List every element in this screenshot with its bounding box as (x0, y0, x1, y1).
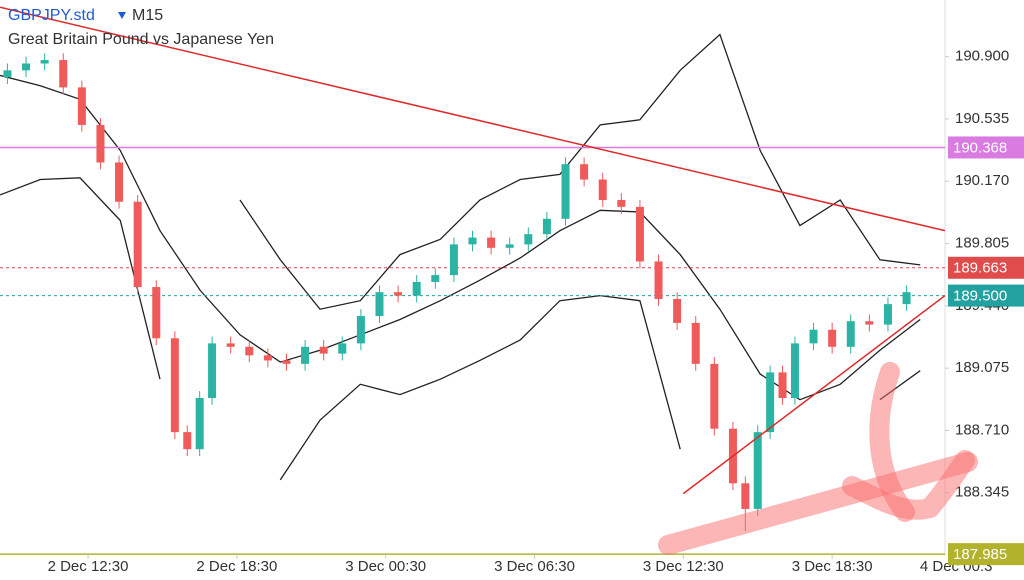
candle-body (691, 322, 700, 364)
candle-body (580, 164, 589, 180)
y-tick-label: 190.535 (955, 110, 1009, 127)
candle-body (654, 261, 663, 300)
candle-body (115, 162, 124, 202)
candle-body (617, 200, 626, 207)
candle-body (635, 206, 644, 262)
candle-body (790, 343, 799, 398)
y-tick-label: 189.805 (955, 235, 1009, 252)
candle-body (195, 397, 204, 450)
price-label: 189.663 (953, 260, 1007, 277)
y-tick-label: 190.900 (955, 48, 1009, 65)
candle-body (183, 432, 192, 450)
candle-body (338, 343, 347, 354)
candle-body (741, 483, 750, 509)
candle-body (598, 179, 607, 201)
candle-body (673, 299, 682, 323)
x-tick-label: 3 Dec 06:30 (494, 558, 575, 575)
price-label-box (948, 136, 1024, 159)
highlight-stroke (658, 452, 978, 555)
candle-body (468, 237, 477, 245)
candle-body (505, 244, 514, 248)
candle-body (22, 63, 31, 71)
candle-body (865, 321, 874, 325)
plot-area (0, 6, 945, 555)
candle-body (828, 329, 837, 347)
candle-body (883, 304, 892, 325)
candle-body (778, 372, 787, 398)
candle-body (710, 363, 719, 429)
arrow-head (842, 450, 975, 520)
price-label: 189.500 (953, 288, 1007, 305)
y-tick-label: 188.710 (955, 421, 1009, 438)
price-label: 187.985 (953, 546, 1007, 563)
annotation-overlay (658, 362, 978, 555)
y-tick-label: 189.075 (955, 359, 1009, 376)
subtitle: Great Britain Pound vs Japanese Yen (8, 31, 274, 48)
x-tick-label: 2 Dec 18:30 (196, 558, 277, 575)
candle-body (319, 346, 328, 354)
axes: 190.900190.535190.170189.805189.440189.0… (48, 48, 1024, 575)
band-line (239, 33, 921, 310)
candle-body (356, 316, 365, 344)
candle-body (375, 292, 384, 317)
price-label: 190.368 (953, 139, 1007, 156)
timeframe[interactable]: M15 (132, 7, 163, 24)
candle-body (753, 432, 762, 509)
x-tick-label: 3 Dec 18:30 (792, 558, 873, 575)
candle-body (766, 372, 775, 433)
trend-line (0, 6, 945, 232)
candle-body (226, 343, 235, 347)
candle-body (902, 292, 911, 305)
price-label-box (948, 256, 1024, 279)
candle-body (846, 321, 855, 347)
candle-body (3, 70, 12, 78)
price-label-box (948, 284, 1024, 307)
candle-body (263, 355, 272, 361)
candle-body (431, 275, 440, 282)
y-tick-label: 190.170 (955, 172, 1009, 189)
candle-body (170, 338, 179, 433)
candle-body (449, 244, 458, 276)
candle-body (245, 346, 254, 356)
candle-body (394, 292, 403, 296)
price-label-box (948, 543, 1024, 566)
candle-body (542, 218, 551, 235)
candle-body (96, 124, 105, 163)
candle-body (208, 343, 217, 398)
x-tick-label: 3 Dec 12:30 (643, 558, 724, 575)
candle-body (809, 329, 818, 344)
candle-body (561, 164, 570, 219)
candle-body (524, 234, 533, 245)
candle-body (152, 287, 161, 339)
symbol-title[interactable]: GBPJPY.std (8, 7, 95, 24)
candle-body (282, 360, 291, 364)
candle-body (487, 237, 496, 248)
trend-line (682, 295, 945, 495)
candle-body (59, 60, 68, 88)
candle-body (412, 281, 421, 296)
candle-body (133, 201, 142, 288)
x-tick-label: 3 Dec 00:30 (345, 558, 426, 575)
symbol-dropdown[interactable] (118, 12, 126, 19)
y-tick-label: 188.345 (955, 484, 1009, 501)
candle-body (77, 87, 86, 125)
x-tick-label: 2 Dec 12:30 (48, 558, 129, 575)
candle-body (40, 60, 49, 64)
candle-body (301, 346, 310, 364)
